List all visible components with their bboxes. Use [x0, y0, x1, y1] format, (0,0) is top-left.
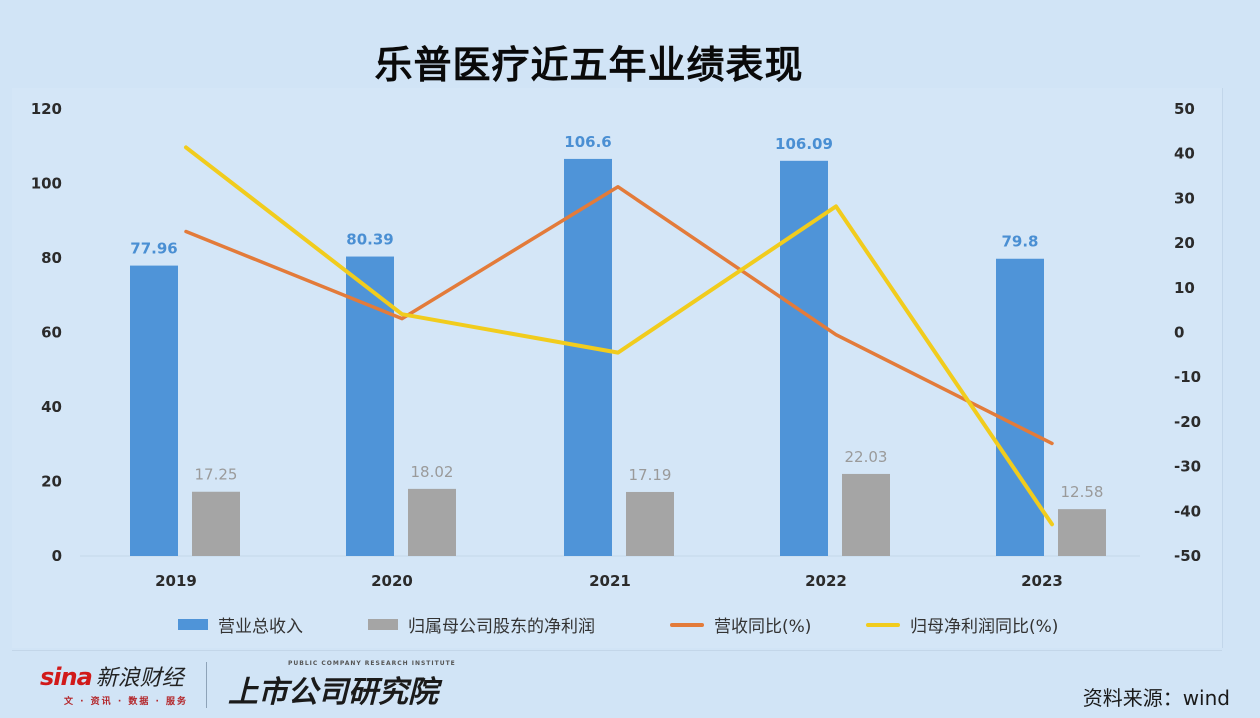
footer-divider [12, 650, 1222, 651]
right-axis-tick: 50 [1174, 100, 1195, 118]
bar-net-profit [626, 491, 674, 556]
x-axis-category: 2021 [589, 572, 631, 590]
bar-value-label: 106.09 [775, 135, 833, 153]
legend-swatch-yellow-line [866, 622, 900, 627]
left-axis-tick: 120 [31, 100, 62, 118]
bar-net-profit [408, 488, 456, 556]
right-axis-tick: -50 [1174, 547, 1201, 565]
right-axis-tick: -10 [1174, 368, 1201, 386]
combo-chart: 0 20 40 60 80 100 120 -50 -40 -30 -20 -10 0 10 20 30 40 5… [31, 100, 1201, 590]
bar-revenue [996, 258, 1044, 556]
right-axis-tick: -20 [1174, 413, 1201, 431]
chart-title: 乐普医疗近五年业绩表现 [374, 43, 804, 87]
bar-value-label: 18.02 [411, 463, 454, 481]
bar-value-label: 17.25 [195, 466, 238, 484]
left-axis-tick: 0 [52, 547, 62, 565]
legend-swatch-gray [368, 619, 398, 630]
legend-swatch-blue [178, 619, 208, 630]
chart-legend: 营业总收入 归属母公司股东的净利润 营收同比(%) 归母净利润同比(%) [0, 612, 1260, 642]
sina-finance-logo: sina 新浪财经 文 · 资讯 · 数据 · 服务 [40, 660, 188, 710]
bar-value-label: 106.6 [564, 133, 611, 151]
legend-label: 营业总收入 [218, 617, 303, 637]
left-axis-tick: 40 [41, 398, 62, 416]
bar-value-label: 12.58 [1061, 483, 1104, 501]
left-axis-tick: 60 [41, 324, 62, 342]
institute-logo: PUBLIC COMPANY RESEARCH INSTITUTE 上市公司研究… [228, 660, 456, 711]
legend-swatch-orange-line [670, 622, 704, 627]
sina-cn-text: 新浪财经 [95, 666, 184, 691]
institute-en-text: PUBLIC COMPANY RESEARCH INSTITUTE [288, 660, 456, 667]
x-axis-category: 2022 [805, 572, 847, 590]
institute-cn-text: 上市公司研究院 [228, 675, 438, 710]
bar-revenue [780, 160, 828, 556]
bar-net-profit [192, 491, 240, 556]
bar-value-label: 79.8 [1001, 233, 1038, 251]
line-revenue-yoy [184, 185, 1054, 446]
left-axis-tick: 20 [41, 473, 62, 491]
legend-item-revenue-yoy: 营收同比(%) [670, 612, 811, 637]
sina-brand-text: sina [40, 663, 93, 691]
legend-label: 归属母公司股东的净利润 [408, 617, 595, 637]
bar-value-label: 80.39 [346, 231, 393, 249]
legend-item-net-profit: 归属母公司股东的净利润 [368, 612, 595, 637]
right-axis-tick: -40 [1174, 502, 1201, 520]
bar-value-label: 22.03 [845, 448, 888, 466]
x-axis-category: 2020 [371, 572, 413, 590]
sina-subtitle: 文 · 资讯 · 数据 · 服务 [64, 697, 189, 707]
bar-net-profit [1058, 509, 1106, 556]
x-axis-category: 2023 [1021, 572, 1063, 590]
legend-item-net-profit-yoy: 归母净利润同比(%) [866, 612, 1058, 637]
line-net-profit-yoy [184, 145, 1054, 527]
logo-divider [206, 662, 207, 708]
legend-label: 归母净利润同比(%) [910, 617, 1059, 637]
legend-label: 营收同比(%) [714, 617, 812, 637]
bar-revenue [564, 158, 612, 557]
right-axis-tick: 0 [1174, 324, 1184, 342]
right-axis-tick: -30 [1174, 458, 1201, 476]
right-axis-tick: 20 [1174, 234, 1195, 252]
data-source: 资料来源：wind [1082, 686, 1230, 710]
left-axis-tick: 80 [41, 249, 62, 267]
left-axis-tick: 100 [31, 175, 62, 193]
x-axis-category: 2019 [155, 572, 197, 590]
bar-net-profit [842, 473, 890, 556]
right-axis-tick: 10 [1174, 279, 1195, 297]
legend-item-revenue: 营业总收入 [178, 612, 303, 637]
bar-value-label: 17.19 [629, 466, 672, 484]
right-axis-tick: 40 [1174, 145, 1195, 163]
bar-value-label: 77.96 [130, 240, 177, 258]
right-axis-tick: 30 [1174, 189, 1195, 207]
bar-revenue [130, 265, 178, 556]
